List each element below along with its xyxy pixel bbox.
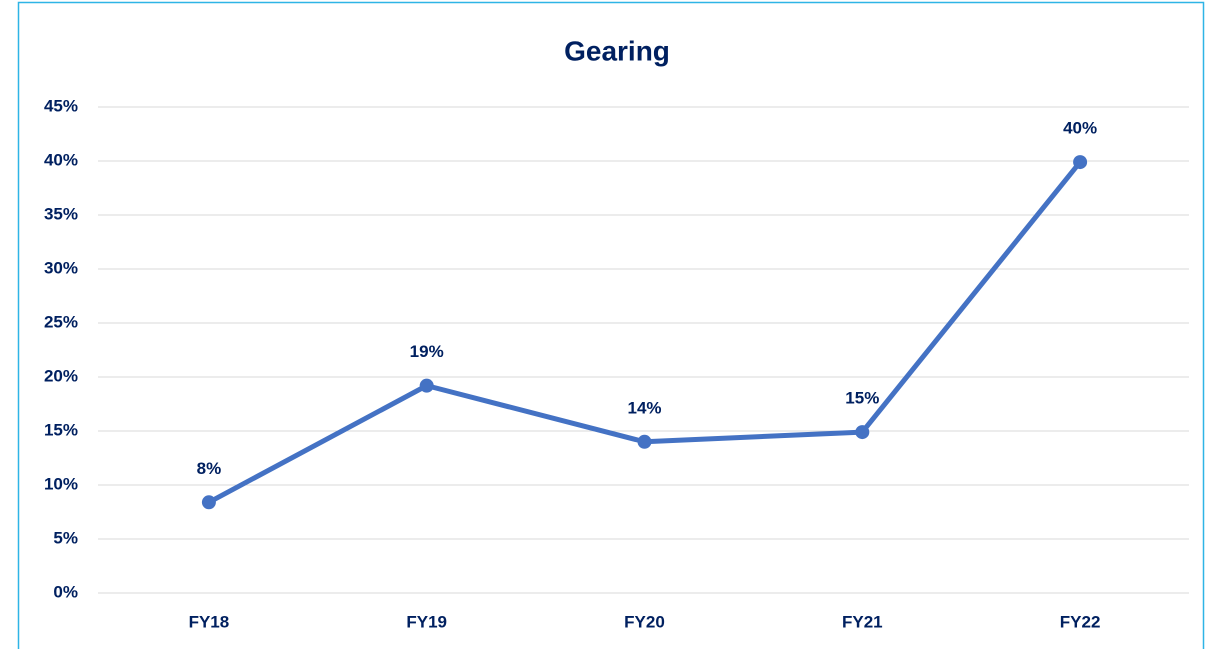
data-point xyxy=(637,434,652,449)
data-point xyxy=(855,425,870,440)
y-tick-label: 25% xyxy=(44,312,78,331)
data-point xyxy=(419,378,434,393)
chart-title: Gearing xyxy=(564,35,670,66)
x-tick-label: FY18 xyxy=(189,612,230,631)
data-label: 19% xyxy=(410,342,444,361)
chart-frame xyxy=(17,1,1205,649)
y-tick-label: 5% xyxy=(53,528,78,547)
data-label: 8% xyxy=(197,459,222,478)
data-label: 15% xyxy=(845,389,879,408)
x-tick-label: FY22 xyxy=(1060,612,1101,631)
data-point xyxy=(1073,155,1088,170)
data-label: 14% xyxy=(627,398,661,417)
y-tick-label: 10% xyxy=(44,474,78,493)
data-point xyxy=(201,495,216,510)
y-tick-label: 45% xyxy=(44,96,78,115)
y-tick-label: 20% xyxy=(44,366,78,385)
x-tick-label: FY21 xyxy=(842,612,883,631)
y-tick-label: 0% xyxy=(53,582,78,601)
y-tick-label: 30% xyxy=(44,258,78,277)
y-tick-label: 40% xyxy=(44,150,78,169)
x-tick-label: FY19 xyxy=(406,612,447,631)
y-tick-label: 15% xyxy=(44,420,78,439)
data-label: 40% xyxy=(1063,119,1097,138)
y-tick-label: 35% xyxy=(44,204,78,223)
x-tick-label: FY20 xyxy=(624,612,665,631)
